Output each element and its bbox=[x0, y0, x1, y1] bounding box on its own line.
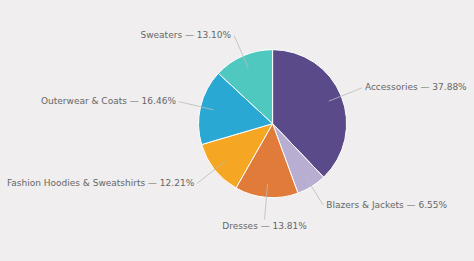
chart: Accessories — 37.88% Blazers & Jackets — … bbox=[0, 0, 474, 261]
data-label: Outerwear & Coats — 16.46% bbox=[41, 96, 176, 106]
slices bbox=[199, 50, 347, 198]
leader-line bbox=[305, 175, 324, 205]
leader-line bbox=[329, 88, 362, 101]
leader-line bbox=[179, 102, 214, 110]
data-label: Fashion Hoodies & Sweatshirts — 12.21% bbox=[7, 178, 195, 188]
data-label: Sweaters — 13.10% bbox=[140, 30, 231, 40]
leader-line bbox=[197, 161, 225, 183]
data-label: Blazers & Jackets — 6.55% bbox=[326, 200, 447, 210]
leader-line bbox=[265, 184, 268, 219]
leader-line bbox=[234, 35, 248, 68]
data-label: Accessories — 37.88% bbox=[365, 82, 467, 92]
slice-labels: Accessories — 37.88% Blazers & Jackets — … bbox=[7, 30, 467, 231]
data-label: Dresses — 13.81% bbox=[222, 221, 307, 231]
pie-group: Accessories — 37.88% Blazers & Jackets — … bbox=[7, 30, 467, 231]
